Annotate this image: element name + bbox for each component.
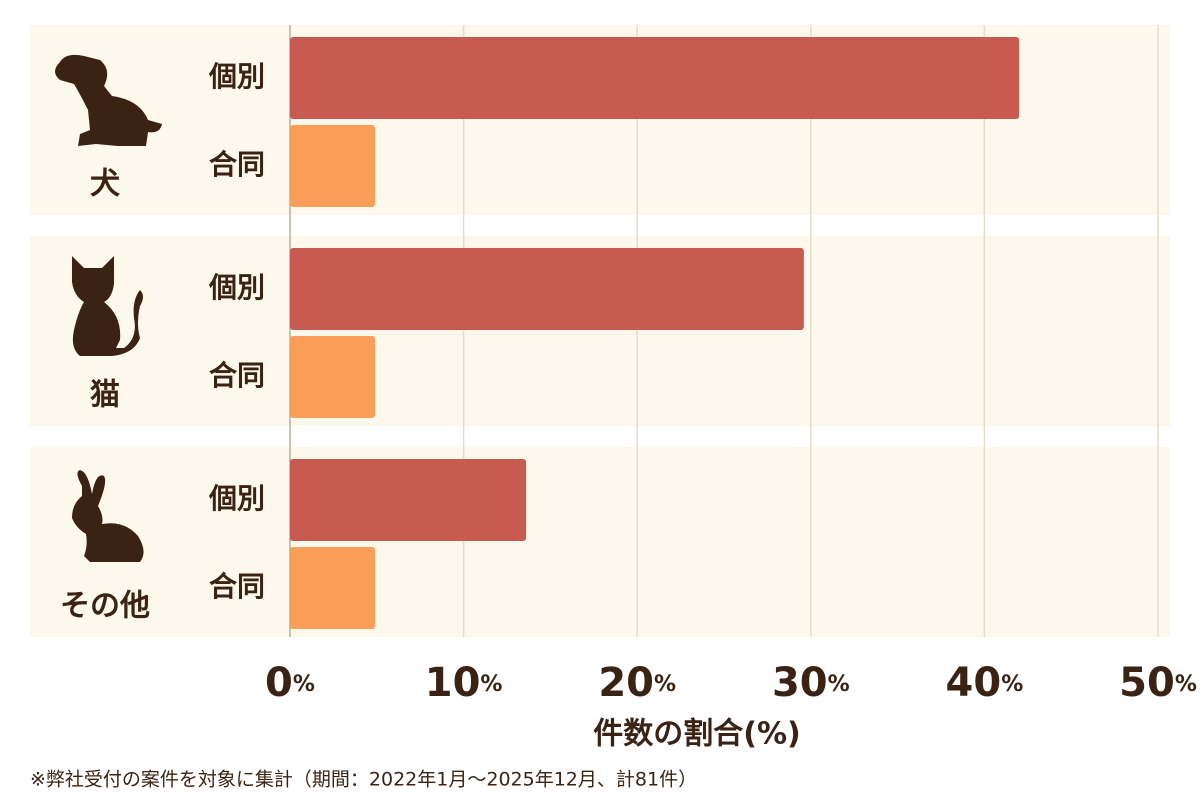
bar-label: 合同 (209, 359, 265, 392)
bar-label: 合同 (209, 570, 265, 603)
bar-label: 個別 (208, 271, 265, 304)
bar (290, 336, 376, 418)
bar-label: 個別 (208, 482, 265, 515)
group-label: その他 (60, 589, 150, 624)
x-axis-title: 件数の割合(%) (593, 717, 800, 752)
bar (290, 248, 804, 330)
bar (290, 459, 527, 541)
dog-icon (55, 54, 162, 146)
rabbit-icon (72, 470, 144, 562)
x-tick-label: 10% (425, 660, 503, 706)
bar-label: 合同 (209, 148, 265, 181)
group-panel (30, 447, 1170, 637)
bar (290, 125, 376, 207)
x-tick-label: 50% (1119, 660, 1197, 706)
group-label: 犬 (90, 167, 120, 202)
cat-icon (72, 256, 143, 356)
bar (290, 37, 1020, 119)
x-tick-label: 30% (772, 660, 850, 706)
x-tick-label: 0% (265, 660, 315, 706)
group-label: 猫 (90, 378, 120, 413)
bar (290, 547, 376, 629)
x-tick-label: 40% (946, 660, 1024, 706)
x-tick-label: 20% (598, 660, 676, 706)
bar-label: 個別 (208, 60, 265, 93)
footnote: ※弊社受付の案件を対象に集計（期間：2022年1月～2025年12月、計81件） (30, 769, 697, 791)
